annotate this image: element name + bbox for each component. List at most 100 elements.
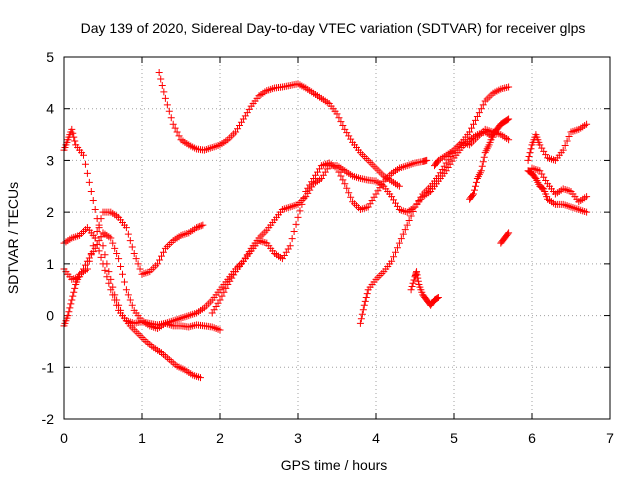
series-arc14	[528, 164, 591, 206]
data-point	[85, 178, 93, 186]
x-tick-labels: 0 1 2 3 4 5 6 7	[60, 430, 614, 446]
x-tick-label: 7	[606, 430, 614, 446]
data-point	[154, 260, 162, 268]
x-tick-label: 6	[528, 430, 536, 446]
data-point	[97, 233, 105, 241]
data-point	[222, 284, 230, 292]
data-point	[91, 234, 99, 242]
data-point	[347, 193, 355, 201]
data-point	[155, 69, 163, 77]
data-point	[199, 221, 207, 229]
data-point	[409, 279, 417, 287]
data-point	[171, 124, 179, 132]
data-point	[407, 286, 415, 294]
data-point	[134, 260, 142, 268]
data-point	[395, 239, 403, 247]
data-point	[395, 182, 403, 190]
y-axis-label: SDTVAR / TECUs	[5, 182, 21, 294]
data-point	[294, 213, 302, 221]
data-point	[93, 228, 101, 236]
data-point	[71, 137, 79, 145]
x-tick-label: 5	[450, 430, 458, 446]
y-tick-label: 4	[46, 101, 54, 117]
data-point	[469, 191, 477, 199]
data-point	[403, 221, 411, 229]
data-point	[97, 253, 105, 261]
data-point	[126, 237, 134, 245]
data-point	[527, 145, 535, 153]
data-point	[296, 207, 304, 215]
data-point	[122, 224, 130, 232]
data-point	[397, 235, 405, 243]
data-point	[505, 229, 513, 237]
data-point	[583, 208, 591, 216]
data-point	[471, 182, 479, 190]
data-point	[292, 220, 300, 228]
data-point	[103, 273, 111, 281]
data-point	[423, 156, 431, 164]
data-point	[132, 255, 140, 263]
data-point	[95, 221, 103, 229]
data-point	[216, 296, 224, 304]
y-tick-label: 0	[46, 308, 54, 324]
data-point	[290, 228, 298, 236]
series-arc12	[524, 120, 591, 164]
data-point	[407, 212, 415, 220]
data-point	[363, 290, 371, 298]
data-point	[105, 279, 113, 287]
data-point	[559, 146, 567, 154]
data-point	[105, 268, 113, 276]
data-point	[109, 291, 117, 299]
data-point	[473, 112, 481, 120]
data-point	[124, 291, 132, 299]
data-point	[362, 293, 370, 301]
data-point	[158, 252, 165, 260]
data-point	[130, 250, 138, 258]
data-point	[477, 105, 485, 113]
data-point	[124, 230, 132, 238]
data-point	[413, 271, 421, 279]
data-point	[163, 101, 171, 109]
data-point	[81, 261, 89, 269]
data-point	[218, 292, 226, 300]
data-point	[101, 251, 109, 259]
x-tick-label: 0	[60, 430, 68, 446]
data-point	[393, 244, 401, 252]
data-point	[339, 122, 347, 130]
series-arc4	[60, 156, 431, 332]
data-point	[561, 142, 569, 150]
data-point	[216, 326, 224, 334]
data-point	[119, 270, 126, 278]
data-point	[466, 128, 474, 136]
data-point	[193, 224, 201, 232]
data-point	[68, 296, 76, 304]
data-point	[526, 149, 534, 157]
data-point	[122, 286, 130, 294]
data-point	[390, 253, 398, 261]
data-point	[471, 116, 479, 124]
series-arc5	[155, 69, 403, 190]
data-point	[95, 237, 103, 245]
data-point	[65, 308, 73, 316]
data-point	[583, 193, 591, 201]
data-point	[504, 230, 512, 238]
y-tick-label: 3	[46, 152, 54, 168]
data-point	[111, 244, 119, 252]
data-point	[286, 242, 294, 250]
data-point	[111, 296, 119, 304]
data-point	[361, 297, 369, 305]
data-point	[413, 268, 421, 276]
y-tick-label: -2	[42, 411, 55, 427]
series-arc8	[407, 268, 442, 309]
data-point	[470, 186, 478, 194]
data-point	[107, 234, 115, 242]
data-point	[196, 222, 204, 230]
x-tick-label: 4	[372, 430, 380, 446]
data-point	[71, 284, 79, 292]
data-point	[97, 215, 105, 223]
data-point	[69, 129, 77, 137]
data-point	[70, 133, 78, 141]
data-point	[477, 167, 485, 175]
data-point	[197, 374, 204, 382]
data-point	[87, 187, 95, 195]
